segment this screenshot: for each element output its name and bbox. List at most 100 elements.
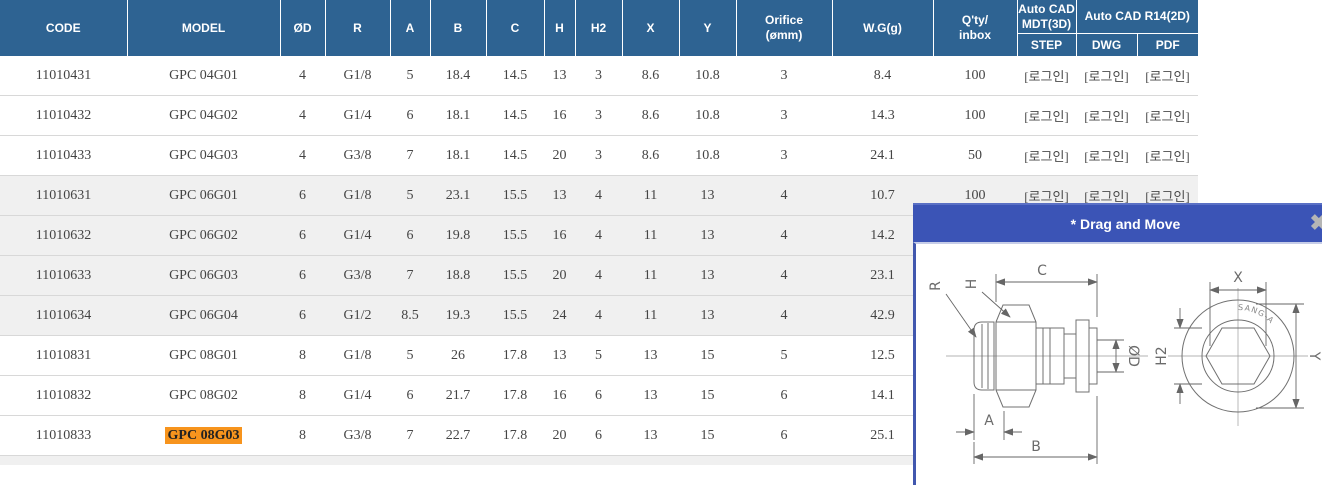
cell-orifice: 4 (736, 175, 832, 216)
col-header-autocad-3d: Auto CAD MDT(3D) (1017, 0, 1077, 34)
fitting-technical-drawing: C R H ØD A B SANG-A (928, 263, 1322, 464)
login-link-pdf[interactable]: [로그인] (1145, 148, 1190, 164)
cell-h2: 6 (575, 415, 622, 456)
brand-ring-text: SANG-A (1238, 303, 1276, 326)
cell-h: 20 (544, 135, 575, 176)
col-header-dwg: DWG (1076, 33, 1138, 56)
cell-wg: 14.3 (832, 95, 933, 136)
cell-od: 6 (280, 255, 325, 296)
cell-model: GPC 06G02 (127, 215, 280, 256)
cell-b: 22.7 (430, 415, 486, 456)
col-header-pdf: PDF (1137, 33, 1198, 56)
cell-step-download: [로그인] (1017, 95, 1076, 136)
cell-h: 24 (544, 295, 575, 336)
cell-code: 11010832 (0, 375, 127, 416)
cell-a: 5 (390, 335, 430, 376)
cell-orifice: 4 (736, 215, 832, 256)
cell-h: 20 (544, 415, 575, 456)
cell-y: 15 (679, 375, 736, 416)
dim-label-y: Y (1306, 351, 1322, 361)
cell-r: G3/8 (325, 255, 390, 296)
cell-od: 8 (280, 335, 325, 376)
login-link-step[interactable]: [로그인] (1024, 108, 1069, 124)
login-link-dwg[interactable]: [로그인] (1084, 108, 1129, 124)
cell-code: 11010632 (0, 215, 127, 256)
cell-b: 18.4 (430, 56, 486, 96)
cell-od: 4 (280, 95, 325, 136)
drag-panel-body: C R H ØD A B SANG-A (913, 242, 1322, 485)
cell-y: 10.8 (679, 56, 736, 96)
login-link-dwg[interactable]: [로그인] (1084, 148, 1129, 164)
cell-c: 17.8 (486, 375, 544, 416)
close-icon[interactable]: ✖ (1309, 210, 1322, 235)
cell-model: GPC 08G03 (127, 415, 280, 456)
login-link-pdf[interactable]: [로그인] (1145, 108, 1190, 124)
login-link-pdf[interactable]: [로그인] (1145, 188, 1190, 204)
cell-h2: 5 (575, 335, 622, 376)
cell-code: 11010431 (0, 56, 127, 96)
dim-label-r: R (928, 281, 944, 291)
cell-od: 8 (280, 375, 325, 416)
cell-orifice: 4 (736, 255, 832, 296)
login-link-step[interactable]: [로그인] (1024, 68, 1069, 84)
cell-x: 8.6 (622, 95, 679, 136)
cell-c: 15.5 (486, 255, 544, 296)
cell-r: G1/4 (325, 95, 390, 136)
cell-r (325, 455, 390, 465)
cell-orifice: 3 (736, 56, 832, 96)
cell-b: 21.7 (430, 375, 486, 416)
dim-label-h2: H2 (1154, 346, 1170, 365)
product-spec-table: CODE MODEL ØD R A B C H H2 X Y Orifice (… (0, 0, 1198, 465)
cell-x: 8.6 (622, 56, 679, 96)
dim-label-b: B (1031, 439, 1041, 455)
cell-r: G1/8 (325, 335, 390, 376)
cell-orifice: 5 (736, 335, 832, 376)
cell-b: 18.1 (430, 135, 486, 176)
search-highlight: GPC 08G03 (164, 426, 243, 444)
cell-wg: 8.4 (832, 56, 933, 96)
cell-model: GPC 06G01 (127, 175, 280, 216)
cell-code: 11010833 (0, 415, 127, 456)
cell-c: 14.5 (486, 95, 544, 136)
cell-code: 11010631 (0, 175, 127, 216)
drag-panel-title: * Drag and Move (1070, 215, 1181, 232)
cell-code (0, 455, 127, 465)
col-header-y: Y (679, 0, 737, 56)
cell-model: GPC 08G02 (127, 375, 280, 416)
login-link-pdf[interactable]: [로그인] (1145, 68, 1190, 84)
cell-dwg-download: [로그인] (1076, 135, 1137, 176)
login-link-dwg[interactable]: [로그인] (1084, 188, 1129, 204)
col-header-autocad-2d: Auto CAD R14(2D) (1076, 0, 1198, 34)
login-link-dwg[interactable]: [로그인] (1084, 68, 1129, 84)
cell-y: 13 (679, 215, 736, 256)
cell-c: 15.5 (486, 215, 544, 256)
login-link-step[interactable]: [로그인] (1024, 188, 1069, 204)
cell-c: 14.5 (486, 56, 544, 96)
col-header-code: CODE (0, 0, 128, 56)
drag-panel-titlebar[interactable]: * Drag and Move ✖ (913, 203, 1322, 242)
col-header-qty: Q'ty/ inbox (933, 0, 1018, 56)
dim-label-od: ØD (1125, 345, 1141, 367)
cell-orifice: 3 (736, 95, 832, 136)
cell-h: 16 (544, 95, 575, 136)
login-link-step[interactable]: [로그인] (1024, 148, 1069, 164)
dim-label-h: H (964, 279, 980, 290)
col-header-od: ØD (280, 0, 326, 56)
cell-b (430, 455, 486, 465)
cell-wg: 10.7 (832, 175, 933, 216)
cell-h2: 3 (575, 56, 622, 96)
cell-dwg-download: [로그인] (1076, 56, 1137, 96)
cell-h: 16 (544, 215, 575, 256)
cell-r: G3/8 (325, 415, 390, 456)
col-header-a: A (390, 0, 431, 56)
cell-h: 16 (544, 375, 575, 416)
cell-model: GPC 06G04 (127, 295, 280, 336)
cell-od: 6 (280, 295, 325, 336)
table-row: 11010431 GPC 04G01 4 G1/8 5 18.4 14.5 13 3 8.6 10.… (0, 56, 1198, 96)
cell-step-download: [로그인] (1017, 56, 1076, 96)
table-row: 11010433 GPC 04G03 4 G3/8 7 18.1 14.5 20 3 8.6 10.… (0, 135, 1198, 176)
cell-x: 13 (622, 335, 679, 376)
cell-x (622, 455, 679, 465)
cell-qty: 100 (933, 56, 1017, 96)
cell-orifice: 4 (736, 295, 832, 336)
